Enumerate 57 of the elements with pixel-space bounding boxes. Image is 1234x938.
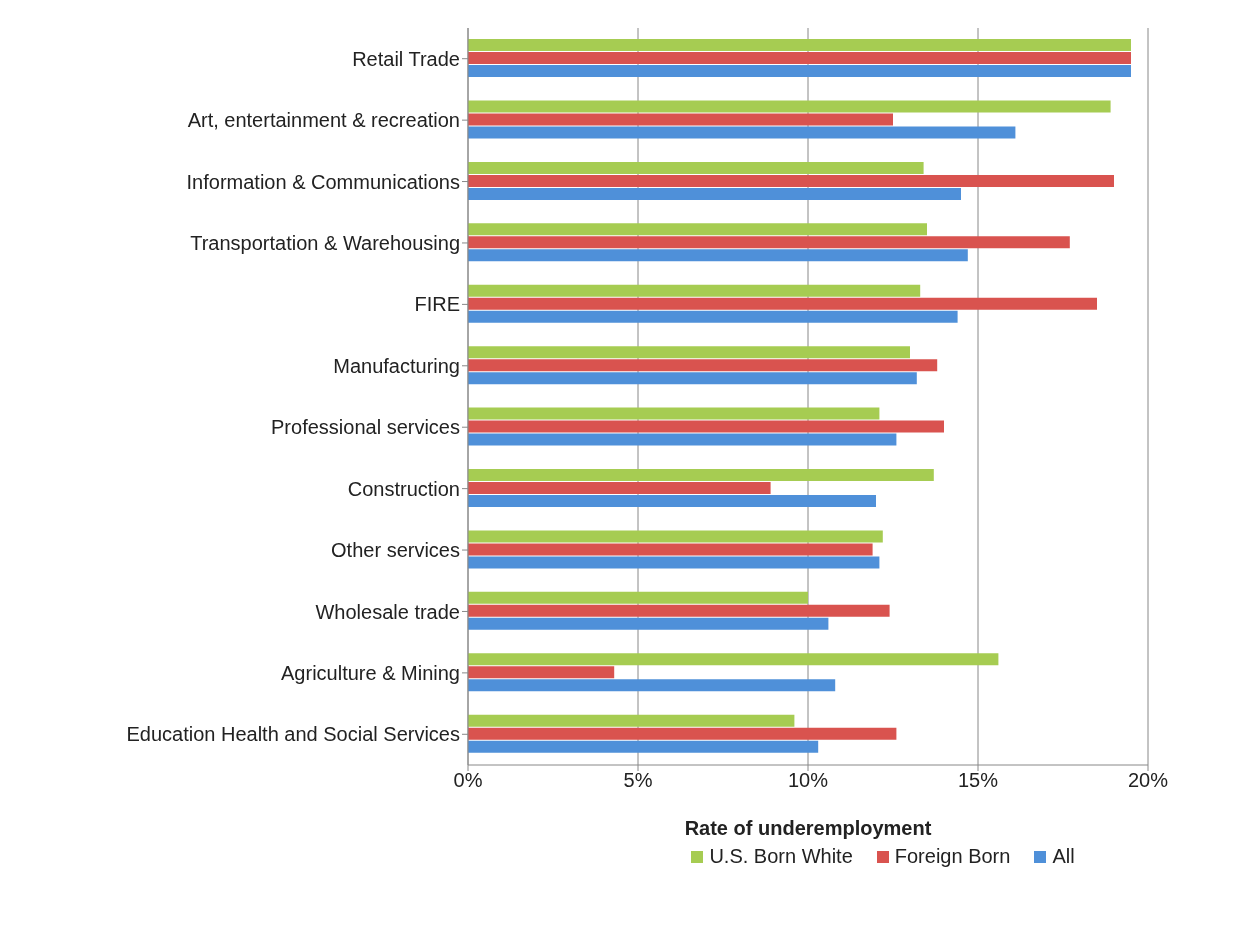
bar <box>468 653 999 666</box>
bar <box>468 679 836 692</box>
bar <box>468 113 893 126</box>
bar <box>468 468 934 481</box>
x-tick-label: 10% <box>787 769 829 792</box>
legend-label: Foreign Born <box>893 845 1011 868</box>
bar <box>468 187 961 200</box>
bar <box>468 420 944 433</box>
bar <box>468 39 1131 52</box>
y-tick-label: Retail Trade <box>352 47 460 70</box>
y-tick-label: Education Health and Social Services <box>126 723 460 746</box>
bar <box>468 310 958 323</box>
legend-label: U.S. Born White <box>708 845 853 868</box>
bar <box>468 727 897 740</box>
legend-label: All <box>1051 845 1075 868</box>
bar <box>468 297 1097 310</box>
bar <box>468 530 883 543</box>
y-tick-label: FIRE <box>414 293 460 316</box>
y-tick-label: Construction <box>347 477 460 500</box>
x-tick-label: 20% <box>1127 769 1169 792</box>
y-tick-label: Transportation & Warehousing <box>190 232 460 255</box>
bar <box>468 52 1131 65</box>
bar <box>468 126 1016 139</box>
bar <box>468 100 1111 113</box>
y-tick-label: Agriculture & Mining <box>281 661 460 684</box>
bar <box>468 604 890 617</box>
x-tick-label: 15% <box>957 769 999 792</box>
x-axis-title: Rate of underemployment <box>684 817 932 839</box>
y-tick-label: Professional services <box>271 416 460 439</box>
bar <box>468 161 924 174</box>
bar <box>468 494 876 507</box>
bar <box>468 359 938 372</box>
bar <box>468 65 1131 78</box>
bar <box>468 223 927 236</box>
y-tick-label: Information & Communications <box>186 170 460 193</box>
bar <box>468 714 795 727</box>
bar <box>468 617 829 630</box>
bar <box>468 249 968 262</box>
y-tick-label: Other services <box>331 539 460 562</box>
bar <box>468 740 819 753</box>
bar <box>468 556 880 569</box>
bar <box>468 372 917 385</box>
bar <box>468 346 910 359</box>
bar <box>468 174 1114 187</box>
bar <box>468 591 808 604</box>
bar <box>468 543 873 556</box>
y-tick-label: Art, entertainment & recreation <box>187 109 460 132</box>
y-tick-label: Wholesale trade <box>315 600 460 623</box>
y-tick-label: Manufacturing <box>333 354 460 377</box>
x-tick-label: 0% <box>453 769 483 792</box>
bar <box>468 433 897 446</box>
bar <box>468 481 771 494</box>
bar <box>468 236 1070 249</box>
bar <box>468 284 921 297</box>
bar <box>468 407 880 420</box>
bar <box>468 666 615 679</box>
x-tick-label: 5% <box>623 769 653 792</box>
